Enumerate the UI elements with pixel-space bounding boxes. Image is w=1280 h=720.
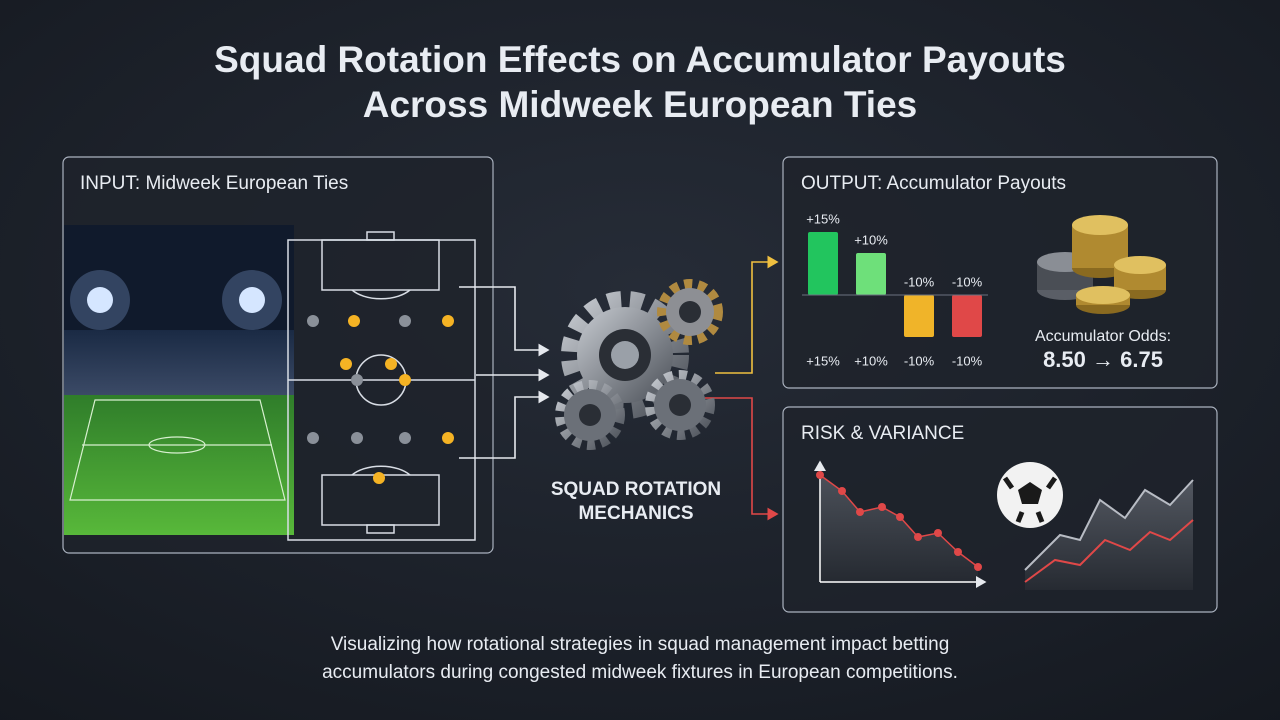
bar-value-label: +15% [806, 211, 840, 226]
odds-label: Accumulator Odds: [1035, 328, 1171, 345]
bar-axis-label: +10% [854, 353, 888, 368]
stadium-image [64, 225, 294, 535]
bar-value-label: -10% [952, 274, 983, 289]
bar-value-label: -10% [904, 274, 935, 289]
panel-label: INPUT: Midweek European Ties [80, 173, 348, 194]
bar-axis-label: -10% [904, 353, 935, 368]
risk-line-chart [814, 460, 987, 588]
mechanics-label: SQUAD ROTATION [551, 479, 721, 500]
mechanics-label: MECHANICS [578, 503, 693, 524]
bar-axis-label: -10% [952, 353, 983, 368]
panel-label: RISK & VARIANCE [801, 423, 964, 444]
bar [952, 295, 982, 337]
gears-icon [555, 279, 723, 450]
odds-value: 8.50 → 6.75 [1043, 347, 1163, 372]
pitch-diagram [287, 231, 476, 541]
chip-stacks [1037, 215, 1166, 314]
title-line: Across Midweek European Ties [363, 84, 918, 125]
bar [808, 232, 838, 295]
bar-value-label: +10% [854, 232, 888, 247]
connector-arrows [459, 255, 779, 521]
output-panel [782, 156, 1218, 389]
caption-line: accumulators during congested midweek fi… [322, 662, 958, 683]
panel-label: OUTPUT: Accumulator Payouts [801, 173, 1066, 194]
title-line: Squad Rotation Effects on Accumulator Pa… [214, 39, 1066, 80]
bar [904, 295, 934, 337]
bar [856, 253, 886, 295]
variance-chart [997, 462, 1194, 590]
bar-axis-label: +15% [806, 353, 840, 368]
bar-group: +15% +15% +10% +10% -10% -10% -10% -10% [802, 211, 988, 368]
caption-line: Visualizing how rotational strategies in… [331, 634, 950, 655]
